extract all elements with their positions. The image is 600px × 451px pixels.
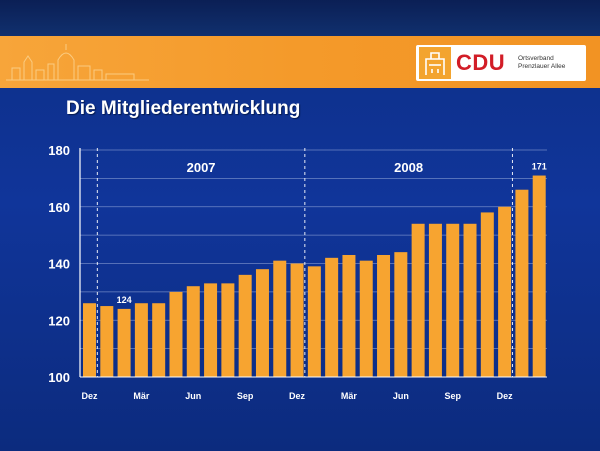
- bar: [377, 254, 391, 377]
- bar: [152, 303, 166, 377]
- x-tick-label: Mär: [341, 391, 358, 401]
- logo-subtitle-line2: Prenzlauer Allee: [518, 63, 566, 70]
- y-tick-label: 100: [48, 370, 70, 385]
- top-band: [0, 0, 600, 36]
- bar: [169, 291, 183, 377]
- bar: [394, 252, 408, 377]
- bar: [186, 286, 200, 377]
- bar: [325, 257, 339, 377]
- logo-subtitle-line1: Ortsverband: [518, 55, 554, 62]
- bar: [359, 260, 373, 377]
- x-tick-label: Mär: [133, 391, 150, 401]
- bar: [221, 283, 235, 377]
- y-tick-label: 120: [48, 313, 70, 328]
- bar: [273, 260, 287, 377]
- bar: [446, 223, 460, 377]
- bar: [238, 274, 252, 377]
- year-label: 2008: [394, 160, 423, 175]
- y-tick-label: 160: [48, 200, 70, 215]
- emblem-icon: [419, 47, 451, 79]
- logo-subtitle: Ortsverband Prenzlauer Allee: [518, 55, 565, 71]
- chart-title: Die Mitgliederentwicklung: [66, 98, 301, 119]
- bar: [134, 303, 148, 377]
- bar: [204, 283, 218, 377]
- bar: [532, 175, 546, 377]
- x-tick-label: Sep: [237, 391, 254, 401]
- church-emblem-icon: [425, 52, 445, 75]
- logo-cdu-text: CDU: [456, 50, 506, 75]
- bar: [463, 223, 477, 377]
- bar: [290, 263, 304, 377]
- bar: [342, 254, 356, 377]
- bar: [480, 212, 494, 377]
- x-tick-label: Dez: [497, 391, 514, 401]
- x-tick-label: Dez: [81, 391, 98, 401]
- bar: [117, 308, 131, 377]
- data-label: 124: [117, 295, 132, 305]
- bar: [100, 306, 114, 377]
- bar: [307, 266, 321, 377]
- bar: [83, 303, 96, 377]
- cdu-logo: CDU Ortsverband Prenzlauer Allee: [416, 45, 586, 81]
- y-tick-label: 180: [48, 143, 70, 158]
- year-label: 2007: [187, 160, 216, 175]
- x-tick-label: Jun: [393, 391, 409, 401]
- x-tick-label: Dez: [289, 391, 306, 401]
- bar: [515, 189, 529, 377]
- bar: [255, 269, 269, 377]
- x-tick-label: Jun: [185, 391, 201, 401]
- y-tick-label: 140: [48, 257, 70, 272]
- city-skyline-icon: [6, 44, 149, 81]
- x-tick-label: Sep: [444, 391, 461, 401]
- bar: [411, 223, 425, 377]
- bar: [498, 206, 512, 377]
- data-label: 171: [532, 162, 547, 172]
- bar: [428, 223, 442, 377]
